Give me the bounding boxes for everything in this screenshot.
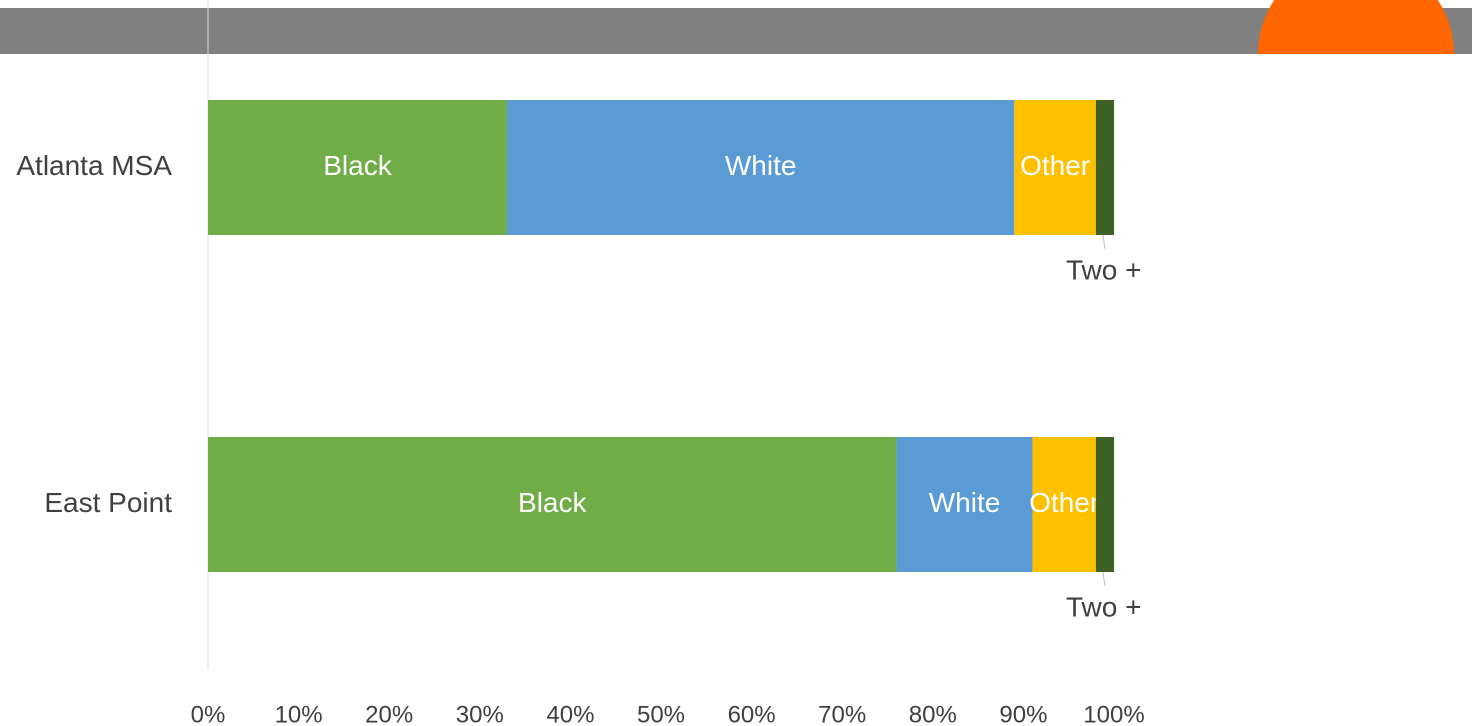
bar-segment	[896, 437, 1033, 572]
header-ornament	[1258, 0, 1454, 54]
outside-label: Two +	[1066, 254, 1141, 285]
x-tick-label: 10%	[275, 701, 323, 726]
x-tick-label: 60%	[728, 701, 776, 726]
bar-segment	[1095, 437, 1114, 572]
segment-label: White	[725, 150, 797, 181]
category-label: Atlanta MSA	[16, 150, 172, 181]
category-label: East Point	[44, 487, 172, 518]
outside-label: Two +	[1066, 591, 1141, 622]
segment-label: Other	[1029, 487, 1099, 518]
x-tick-label: 70%	[818, 701, 866, 726]
x-tick-label: 90%	[999, 701, 1047, 726]
segment-label: White	[929, 487, 1001, 518]
x-tick-label: 20%	[365, 701, 413, 726]
x-tick-label: 40%	[546, 701, 594, 726]
leader-line	[1102, 571, 1106, 587]
x-tick-label: 0%	[191, 701, 226, 726]
x-tick-label: 100%	[1083, 701, 1144, 726]
segment-label: Black	[518, 487, 587, 518]
segment-label: Black	[323, 150, 392, 181]
x-tick-label: 30%	[456, 701, 504, 726]
x-tick-label: 50%	[637, 701, 685, 726]
bar-segment	[1095, 100, 1114, 235]
leader-line	[1102, 234, 1106, 250]
bar-segment	[208, 437, 897, 572]
bar-segment	[1014, 100, 1096, 235]
bar-segment	[506, 100, 1015, 235]
x-tick-label: 80%	[909, 701, 957, 726]
bar-segment	[208, 100, 507, 235]
segment-label: Other	[1020, 150, 1090, 181]
header-band	[0, 8, 1472, 54]
bar-segment	[1032, 437, 1096, 572]
